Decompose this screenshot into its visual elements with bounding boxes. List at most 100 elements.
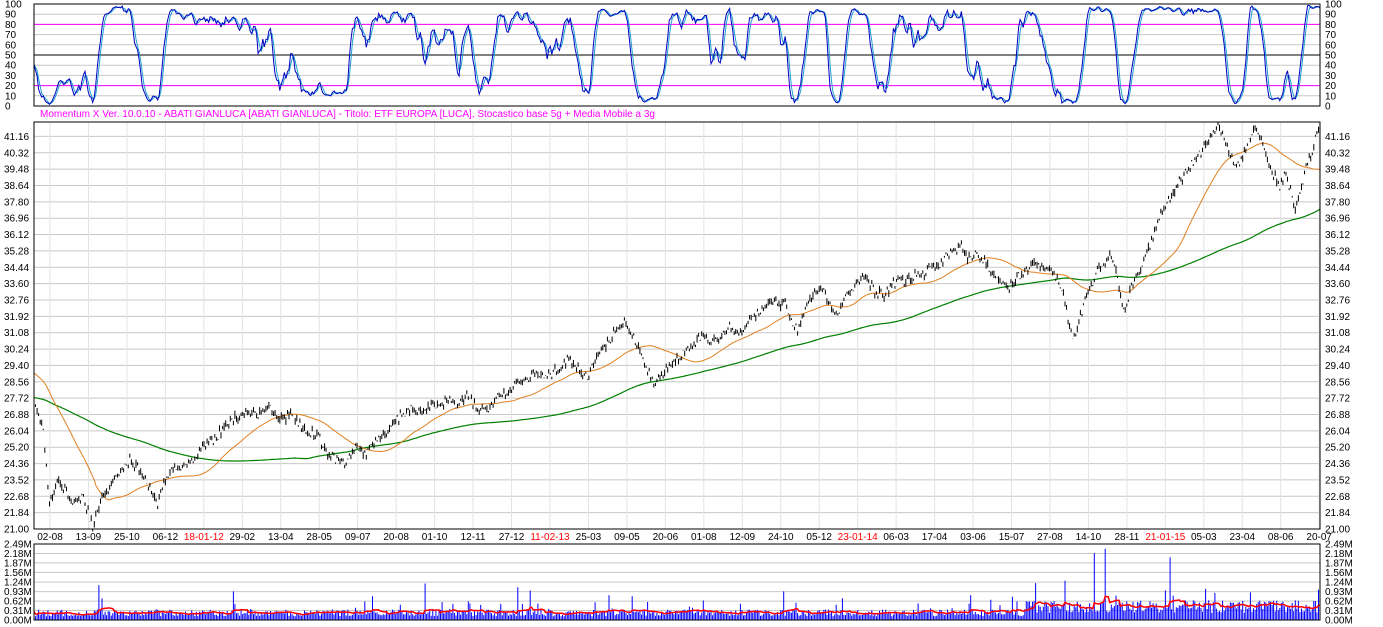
volume-y-tick-label-left: 1.87M [4, 558, 32, 569]
price-y-tick-label-right: 35.28 [1325, 246, 1350, 257]
date-tick-label: 21-01-15 [1145, 532, 1185, 543]
date-tick-label: 11-02-13 [530, 532, 570, 543]
volume-y-tick-label-right: 0.93M [1325, 587, 1353, 598]
price-y-tick-label-left: 31.92 [4, 312, 29, 323]
stochastic-y-tick-label-left: 0 [5, 102, 11, 113]
date-tick-label: 01-10 [422, 532, 448, 543]
stochastic-y-tick-label-right: 100 [1325, 0, 1342, 11]
date-tick-label: 27-08 [1037, 532, 1063, 543]
date-tick-label: 13-04 [268, 532, 294, 543]
price-y-tick-label-right: 21.84 [1325, 508, 1350, 519]
stochastic-y-tick-label-left: 90 [5, 10, 17, 21]
panel-frame [33, 121, 1321, 530]
price-y-tick-label-right: 39.48 [1325, 165, 1350, 176]
price-y-tick-label-right: 21.00 [1325, 525, 1350, 536]
price-y-tick-label-left: 36.96 [4, 214, 29, 225]
stochastic-y-tick-label-left: 70 [5, 30, 17, 41]
price-y-tick-label-left: 37.80 [4, 197, 29, 208]
stochastic-y-tick-label-left: 40 [5, 61, 17, 72]
price-y-tick-label-left: 21.00 [4, 525, 29, 536]
stochastic-y-tick-label-left: 30 [5, 71, 17, 82]
stochastic-y-tick-label-right: 40 [1325, 61, 1337, 72]
volume-y-tick-label-right: 1.24M [1325, 578, 1353, 589]
date-tick-label: 18-01-12 [184, 532, 224, 543]
stochastic-y-tick-label-left: 20 [5, 81, 17, 92]
price-y-ticks-right: 21.00 21.84 22.68 23.52 24.36 25.20 26.04 26.88… [1325, 132, 1350, 536]
price-y-tick-label-right: 34.44 [1325, 263, 1350, 274]
price-y-tick-label-right: 24.36 [1325, 459, 1350, 470]
panel-frames [33, 3, 1321, 621]
chart-header-info: Momentum X Ver. 10.0.10 - ABATI GIANLUCA… [40, 109, 655, 120]
price-y-tick-label-left: 26.04 [4, 426, 29, 437]
price-y-tick-label-right: 23.52 [1325, 475, 1350, 486]
price-y-tick-label-left: 30.24 [4, 345, 29, 356]
date-tick-label: 12-09 [729, 532, 755, 543]
price-y-tick-label-left: 36.12 [4, 230, 29, 241]
price-y-tick-label-left: 38.64 [4, 181, 29, 192]
date-tick-label: 13-09 [76, 532, 102, 543]
stochastic-y-tick-label-left: 80 [5, 20, 17, 31]
date-tick-label: 09-07 [345, 532, 371, 543]
date-tick-label: 20-08 [383, 532, 409, 543]
stochastic-y-tick-label-left: 50 [5, 51, 17, 62]
price-y-tick-label-left: 28.56 [4, 377, 29, 388]
price-y-tick-label-left: 40.32 [4, 148, 29, 159]
date-tick-label: 12-11 [461, 532, 486, 543]
stochastic-y-tick-label-right: 50 [1325, 51, 1337, 62]
date-tick-label: 08-06 [1268, 532, 1294, 543]
price-y-tick-label-right: 41.16 [1325, 132, 1350, 143]
panel-frame [33, 3, 1321, 107]
volume-y-tick-label-right: 1.56M [1325, 568, 1353, 579]
price-panel: 21.00 21.84 22.68 23.52 24.36 25.20 26.04 26.88… [4, 121, 1350, 543]
date-tick-label: 20-06 [653, 532, 679, 543]
volume-y-tick-label-left: 2.49M [4, 540, 32, 551]
date-tick-label: 03-06 [960, 532, 986, 543]
price-y-tick-label-left: 22.68 [4, 492, 29, 503]
price-y-tick-label-left: 27.72 [4, 394, 29, 405]
volume-y-tick-label-right: 0.31M [1325, 606, 1353, 617]
price-y-tick-label-right: 25.20 [1325, 443, 1350, 454]
moving-average-long-line [33, 208, 1321, 462]
price-y-tick-label-right: 40.32 [1325, 148, 1350, 159]
price-y-tick-label-left: 41.16 [4, 132, 29, 143]
date-tick-label: 20-07 [1306, 532, 1332, 543]
stochastic-y-tick-label-left: 10 [5, 91, 17, 102]
price-y-tick-label-right: 38.64 [1325, 181, 1350, 192]
date-tick-label: 02-08 [37, 532, 63, 543]
price-gridlines [34, 122, 1320, 530]
stochastic-y-tick-label-right: 0 [1325, 102, 1331, 113]
price-y-tick-label-right: 31.92 [1325, 312, 1350, 323]
date-tick-label: 25-03 [576, 532, 602, 543]
date-tick-label: 06-12 [153, 532, 179, 543]
panel-frame [33, 543, 1321, 621]
volume-y-tick-label-left: 1.24M [4, 578, 32, 589]
price-y-tick-label-left: 35.28 [4, 246, 29, 257]
date-tick-label: 29-02 [230, 532, 256, 543]
date-tick-label: 28-11 [1114, 532, 1139, 543]
volume-y-tick-label-left: 1.56M [4, 568, 32, 579]
date-tick-label: 09-05 [614, 532, 640, 543]
volume-y-tick-label-right: 2.49M [1325, 540, 1353, 551]
price-y-tick-label-right: 31.08 [1325, 328, 1350, 339]
date-tick-label: 24-10 [768, 532, 794, 543]
price-y-tick-label-right: 37.80 [1325, 197, 1350, 208]
date-tick-label: 14-10 [1076, 532, 1102, 543]
date-tick-label: 15-07 [999, 532, 1025, 543]
date-tick-label: 23-04 [1229, 532, 1255, 543]
stochastic-y-tick-label-right: 10 [1325, 91, 1337, 102]
volume-y-tick-label-right: 0.00M [1325, 616, 1353, 627]
volume-y-tick-label-right: 0.62M [1325, 597, 1353, 608]
date-tick-label: 06-03 [883, 532, 909, 543]
price-y-tick-label-left: 31.08 [4, 328, 29, 339]
volume-y-tick-label-left: 0.00M [4, 616, 32, 627]
price-y-tick-label-right: 33.60 [1325, 279, 1350, 290]
price-y-tick-label-left: 29.40 [4, 361, 29, 372]
date-tick-label: 27-12 [499, 532, 525, 543]
price-y-tick-label-left: 34.44 [4, 263, 29, 274]
stochastic-y-tick-label-left: 100 [5, 0, 22, 11]
stochastic-y-tick-label-right: 30 [1325, 71, 1337, 82]
stochastic-y-tick-label-right: 20 [1325, 81, 1337, 92]
price-y-tick-label-right: 32.76 [1325, 295, 1350, 306]
